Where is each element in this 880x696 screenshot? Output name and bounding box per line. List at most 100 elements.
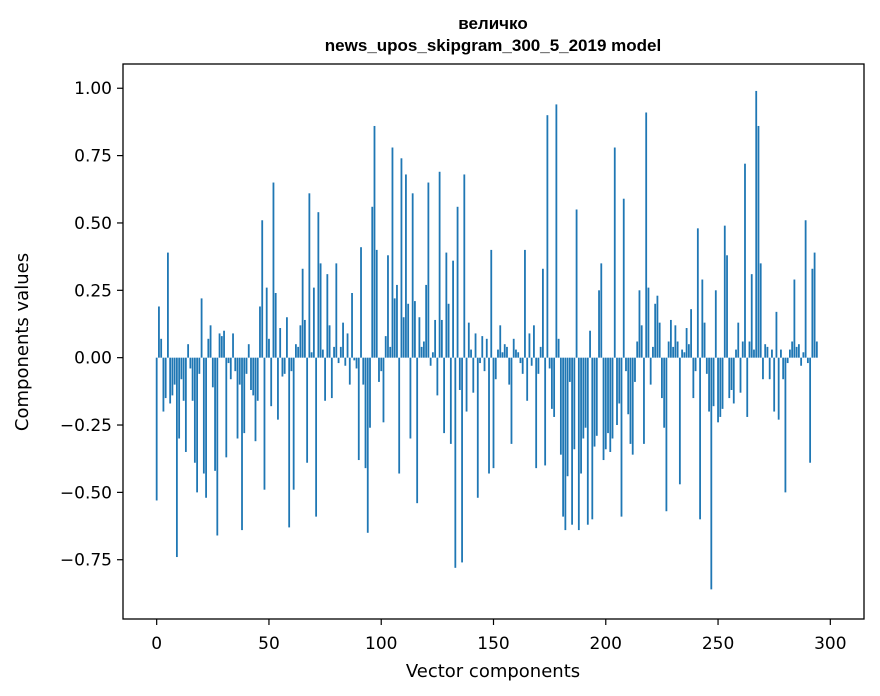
bar — [254, 357, 257, 442]
bar — [638, 290, 641, 358]
bar — [414, 301, 416, 358]
bar — [232, 333, 234, 358]
bar — [245, 357, 248, 374]
bar — [193, 357, 196, 463]
bar — [427, 182, 430, 358]
bar — [759, 263, 762, 358]
bar — [252, 357, 255, 396]
bar — [292, 357, 295, 490]
bar — [483, 357, 486, 372]
bar — [791, 341, 794, 358]
bar — [339, 346, 342, 358]
bar — [247, 344, 250, 358]
bar — [613, 147, 616, 358]
bar — [768, 357, 771, 380]
bar — [173, 357, 176, 385]
bar — [771, 349, 773, 358]
bar — [182, 357, 185, 401]
bar — [582, 357, 585, 439]
bar — [158, 306, 160, 358]
bar — [362, 357, 365, 385]
bar — [517, 352, 520, 358]
y-tick-label: −0.25 — [60, 416, 112, 436]
bar — [566, 357, 569, 477]
bar — [528, 333, 531, 358]
bar — [234, 357, 237, 372]
bar — [708, 357, 710, 412]
bar — [407, 303, 410, 358]
bar — [652, 346, 654, 358]
bar — [241, 357, 243, 531]
bar — [795, 346, 798, 358]
bar — [299, 325, 302, 358]
bar — [366, 357, 369, 533]
bar — [676, 341, 679, 358]
bar — [746, 357, 749, 417]
bar — [510, 357, 513, 444]
bar — [744, 163, 746, 358]
bar — [634, 357, 636, 382]
bar — [678, 357, 681, 485]
bar — [602, 357, 605, 461]
bar — [288, 357, 291, 528]
bar — [330, 357, 333, 399]
bar — [784, 357, 787, 493]
bar — [355, 357, 358, 369]
y-axis-label: Components values — [12, 253, 33, 431]
bar — [544, 357, 547, 466]
bar — [396, 284, 398, 358]
bar — [328, 325, 331, 358]
bar — [535, 357, 538, 469]
x-tick-label: 250 — [702, 634, 734, 654]
bar — [164, 357, 167, 399]
bar — [658, 322, 661, 358]
bar — [503, 344, 506, 358]
x-axis-label: Vector components — [406, 661, 580, 682]
bar — [625, 357, 627, 372]
bar — [411, 193, 414, 358]
bar — [600, 263, 603, 358]
x-tick-label: 300 — [814, 634, 846, 654]
bar — [645, 112, 648, 358]
bar — [306, 357, 309, 463]
bar — [373, 125, 376, 358]
bar — [160, 338, 163, 358]
bar — [243, 357, 246, 434]
bar — [265, 287, 268, 358]
bar — [762, 357, 764, 380]
bar — [546, 115, 549, 358]
bar — [178, 357, 181, 439]
bar — [398, 357, 401, 474]
bar — [661, 357, 663, 399]
bar — [420, 346, 423, 358]
bar — [297, 346, 300, 358]
bar — [272, 182, 275, 358]
bar — [773, 357, 776, 412]
bar — [211, 357, 214, 388]
bar — [539, 346, 542, 358]
bar — [431, 352, 434, 358]
bar — [616, 357, 618, 426]
bar — [321, 349, 324, 358]
bar — [553, 357, 556, 417]
bar — [207, 338, 210, 358]
bar — [586, 357, 589, 525]
bar — [263, 357, 266, 490]
bar — [714, 290, 717, 358]
bar — [360, 247, 362, 358]
bar — [308, 193, 311, 358]
bar — [620, 357, 623, 517]
bar — [380, 357, 383, 372]
bar — [425, 284, 428, 358]
y-tick-label: 1.00 — [74, 79, 112, 99]
bar — [598, 290, 600, 358]
bar — [800, 357, 803, 366]
bar — [804, 220, 807, 358]
bar — [609, 357, 612, 452]
bar — [162, 357, 165, 412]
bar — [802, 352, 805, 358]
bar — [793, 279, 796, 358]
bar — [533, 325, 535, 358]
bar — [717, 357, 719, 423]
bar — [584, 357, 587, 428]
